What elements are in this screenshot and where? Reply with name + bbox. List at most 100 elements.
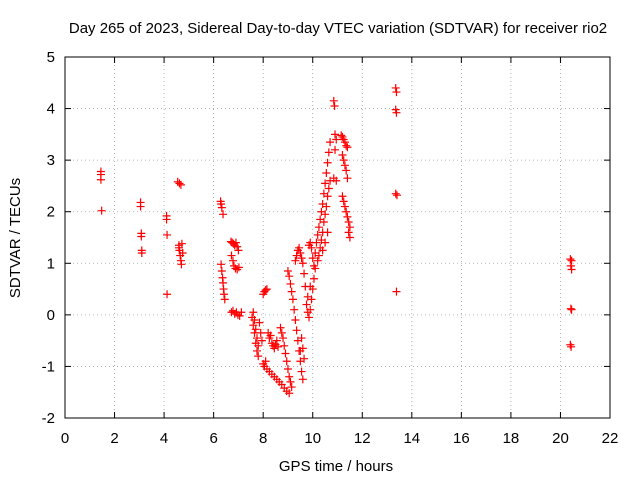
data-point [314,223,323,232]
data-point [286,377,295,386]
x-tick-label: 8 [259,430,267,447]
data-point [297,334,306,343]
data-point [282,357,291,366]
data-point [219,210,228,219]
data-point [312,238,321,247]
data-point [287,287,296,296]
data-point [324,184,333,193]
data-point [566,261,575,270]
x-tick-label: 12 [354,430,371,447]
data-point [300,354,309,363]
y-tick-label: -1 [42,358,55,375]
data-point [174,243,183,252]
data-point [285,389,294,398]
data-point [566,304,575,313]
data-point [306,282,315,291]
data-point [287,383,296,392]
data-point [392,108,401,117]
data-point [344,218,353,227]
data-point [309,261,318,270]
data-point [270,344,279,353]
data-point [343,174,352,183]
data-point [298,259,307,268]
data-point [321,179,330,188]
data-point [342,166,351,175]
data-point [217,203,226,212]
data-point [332,135,341,144]
data-point [296,248,305,257]
data-point [281,349,290,358]
x-tick-label: 20 [552,430,569,447]
data-points [96,83,576,398]
data-point [567,305,576,314]
data-point [298,375,307,384]
data-point [303,292,312,301]
x-tick-label: 6 [209,430,217,447]
data-point [217,199,226,208]
data-point [331,130,340,139]
data-point [342,141,351,150]
data-point [324,148,333,157]
data-point [252,346,261,355]
y-tick-label: 2 [47,204,55,221]
data-point [343,143,352,152]
data-point [338,150,347,159]
data-point [178,248,187,257]
data-point [254,352,263,361]
data-point [326,138,335,147]
data-point [261,357,270,366]
data-point [337,131,346,140]
data-point [292,326,301,335]
data-point [321,238,330,247]
data-point [177,239,186,248]
data-point [300,269,309,278]
data-point [233,242,242,251]
data-point [332,176,341,185]
data-point [391,189,400,198]
chart-grid [65,57,610,418]
data-point [285,272,294,281]
data-point [566,340,575,349]
data-point [277,328,286,337]
y-tick-label: 1 [47,255,55,272]
data-point [274,342,283,351]
data-point [217,260,226,269]
x-tick-label: 10 [304,430,321,447]
data-point [305,313,314,322]
data-point [234,263,243,272]
data-point [314,251,323,260]
x-tick-label: 18 [503,430,520,447]
data-point [567,256,576,265]
data-point [262,285,271,294]
data-point [137,232,146,241]
data-point [392,191,401,200]
data-point [330,101,339,110]
x-tick-label: 2 [110,430,118,447]
data-point [276,323,285,332]
data-point [340,138,349,147]
data-point [280,341,289,350]
data-point [306,305,315,314]
data-point [323,228,332,237]
data-point [392,287,401,296]
data-point [163,290,172,299]
data-point [175,179,184,188]
data-point [237,308,246,317]
data-point [302,300,311,309]
data-point [177,260,186,269]
data-point [313,230,322,239]
y-tick-label: 5 [47,49,55,66]
data-point [307,243,316,252]
y-tick-label: 3 [47,152,55,169]
data-point [338,192,347,201]
data-point [290,305,299,314]
data-point [96,175,105,184]
y-tick-label: 0 [47,307,55,324]
data-point [322,202,331,211]
data-point [272,336,281,345]
data-point [251,325,260,334]
data-point [340,202,349,211]
data-point [322,169,331,178]
y-tick-label: 4 [47,101,55,118]
